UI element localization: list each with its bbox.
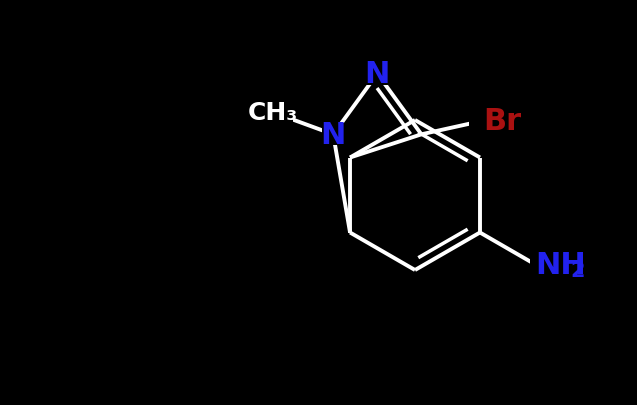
Text: Br: Br [483,107,522,136]
Text: N: N [320,121,346,149]
Text: N: N [364,60,390,89]
Bar [469,109,514,133]
Bar [366,64,389,85]
Text: 2: 2 [570,261,585,281]
Text: NH: NH [535,250,586,279]
Bar [322,124,344,146]
Text: CH₃: CH₃ [248,101,299,125]
Bar [530,253,590,277]
Bar [254,103,293,123]
